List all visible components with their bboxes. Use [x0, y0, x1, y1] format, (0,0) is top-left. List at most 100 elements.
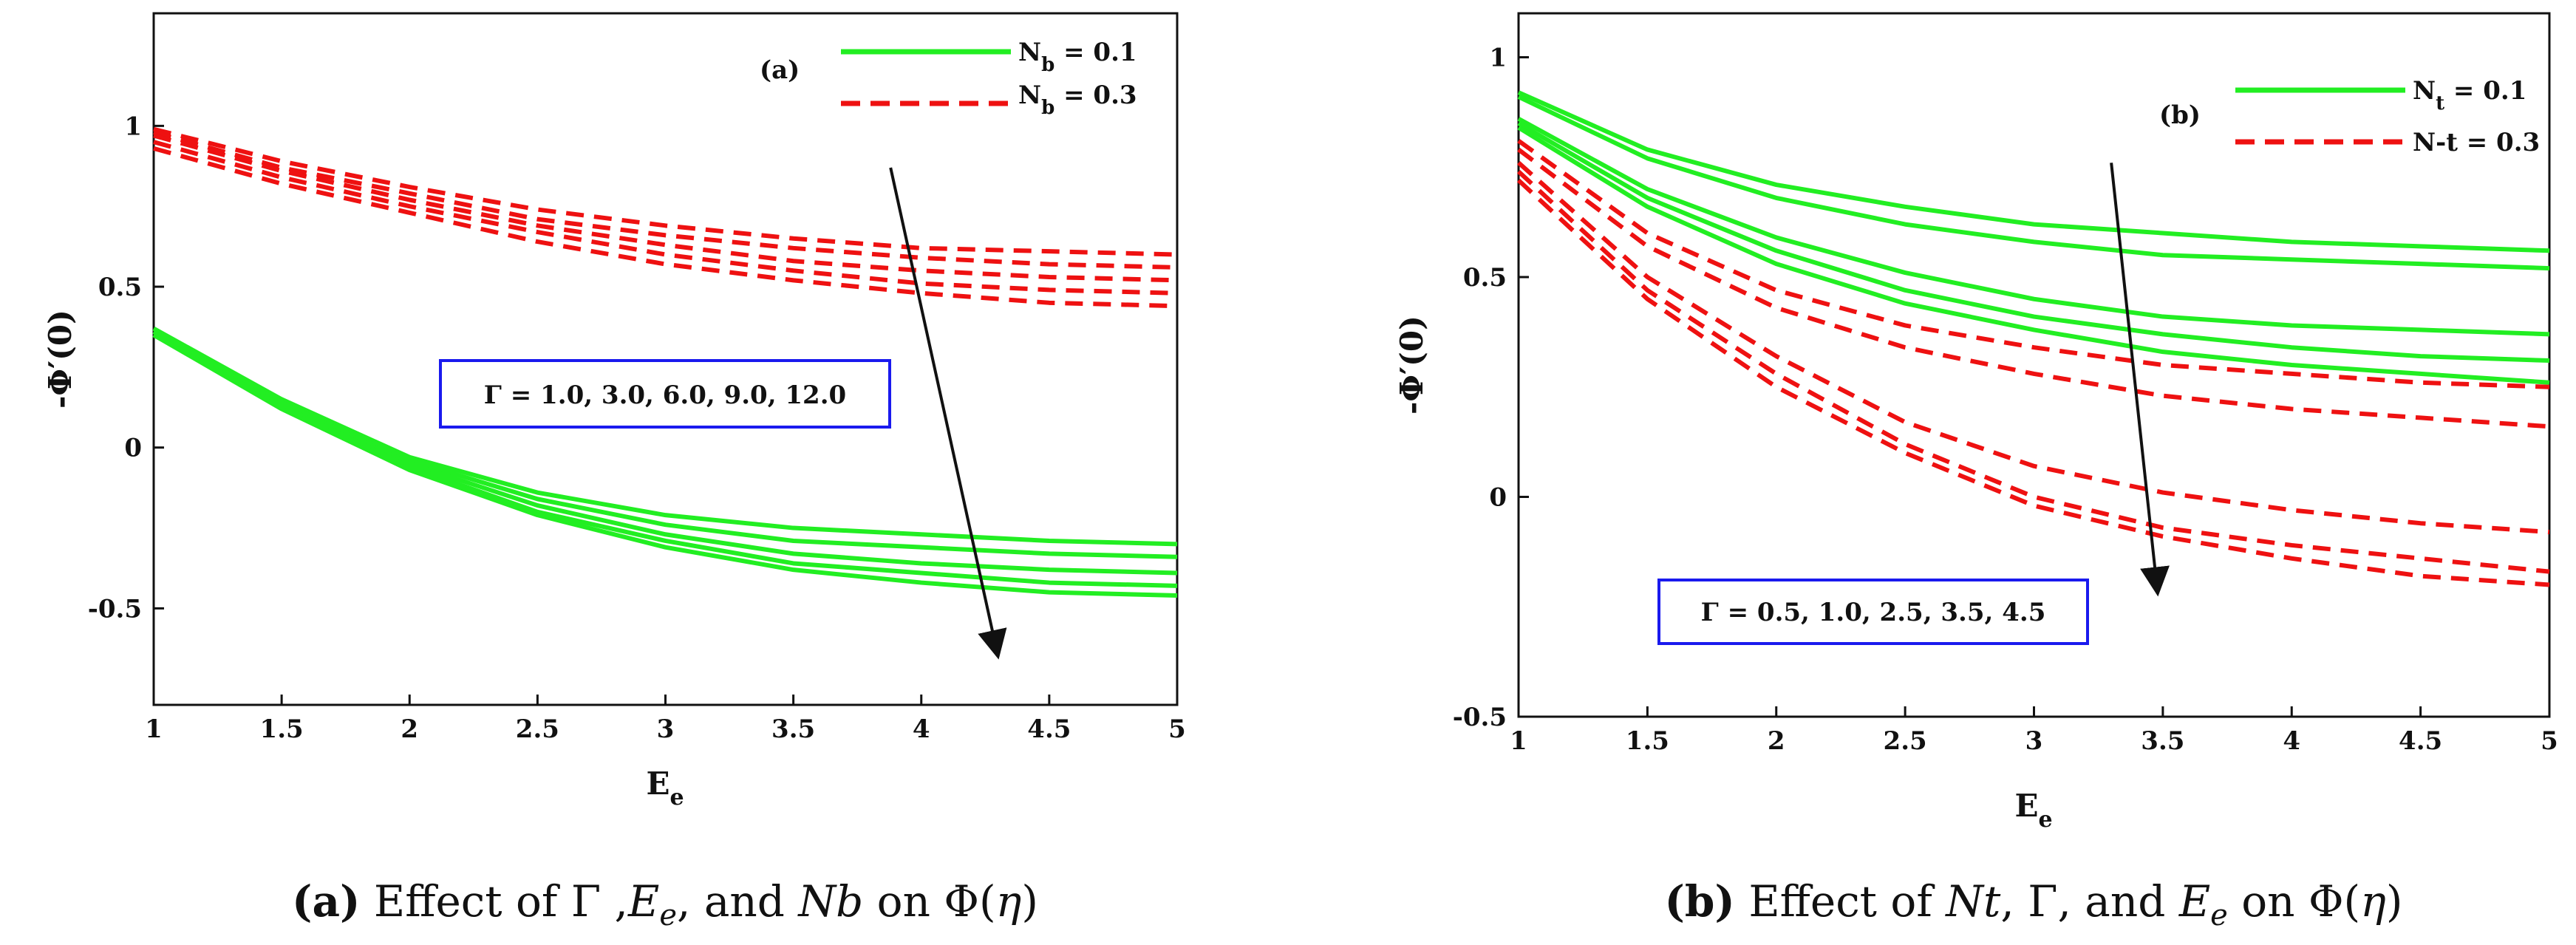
legend-main: N [1018, 81, 1041, 110]
caption-text: , [2000, 876, 2028, 927]
caption-text: , and [2057, 876, 2178, 927]
series-line-green [1517, 117, 2550, 337]
x-tick-label: 4 [2283, 726, 2300, 756]
series-line-green [152, 327, 1178, 547]
series-line-green [1517, 126, 2550, 385]
legend-rest: = 0.3 [1054, 81, 1137, 110]
chart-panel-a: 1 1.5 2 2.5 3 3.5 4 4.5 5 -0.5 0 0.5 1 (a) Nb = 0.1 … [42, 12, 1186, 811]
caption-symbol: ) [2386, 876, 2403, 927]
annotation-text: Γ = 0.5, 1.0, 2.5, 3.5, 4.5 [1701, 598, 2046, 627]
x-tick-label: 3.5 [2141, 726, 2184, 756]
legend-sub: t [2436, 92, 2444, 115]
series-group [152, 126, 1178, 598]
tick-group: 1 1.5 2 2.5 3 3.5 4 4.5 5 -0.5 0 0.5 1 [88, 112, 1186, 744]
x-tick-label: 3 [657, 714, 675, 744]
legend-label: Nb = 0.3 [1018, 81, 1137, 119]
series-line-red [153, 133, 1178, 283]
caption-text: , [601, 876, 628, 927]
legend: Nt = 0.1 N-t = 0.3 [2235, 76, 2540, 157]
panel-label: (a) [760, 55, 800, 85]
caption-text: on [2228, 876, 2308, 927]
x-tick-label: 1 [145, 714, 163, 744]
caption-symbol: Γ [2028, 876, 2057, 927]
y-tick-label: 1 [124, 112, 142, 141]
legend-sub: b [1041, 54, 1054, 76]
series-line-green [152, 332, 1178, 598]
caption-symbol: Γ [571, 876, 601, 927]
x-tick-label: 5 [1168, 714, 1186, 744]
caption-math-sub: e [2210, 898, 2228, 932]
series-line-red [1516, 169, 2550, 574]
legend-main: N [1018, 38, 1041, 67]
legend-label: Nt = 0.1 [2413, 76, 2526, 115]
legend: Nb = 0.1 Nb = 0.3 [841, 38, 1137, 119]
caption-a: (a) Effect of Γ ,Ee, and Nb on Φ(η) [292, 876, 1038, 932]
gamma-annotation: Γ = 0.5, 1.0, 2.5, 3.5, 4.5 [1657, 579, 2089, 645]
x-tick-label: 1.5 [260, 714, 304, 744]
legend-rest: = 0.1 [2444, 76, 2526, 106]
legend-label: Nb = 0.1 [1018, 38, 1137, 76]
x-axis-label-main: E [2014, 788, 2038, 824]
panel-label: (b) [2159, 100, 2201, 130]
y-tick-label: 0 [1489, 483, 1507, 513]
caption-math: η [996, 876, 1022, 927]
tick-group: 1 1.5 2 2.5 3 3.5 4 4.5 5 -0.5 0 0.5 1 [1453, 44, 2558, 757]
x-tick-label: 2 [401, 714, 418, 744]
y-tick-label: -0.5 [88, 594, 142, 624]
x-axis-label: Ee [646, 765, 684, 811]
y-tick-label: 0.5 [1463, 263, 1507, 293]
caption-math: Nb [797, 876, 863, 927]
caption-letter: (a) [292, 876, 360, 927]
x-tick-label: 1 [1510, 726, 1527, 756]
caption-text: on [863, 876, 944, 927]
x-axis-label-sub: e [2038, 807, 2052, 833]
series-line-red [153, 146, 1178, 309]
x-axis-label: Ee [2014, 788, 2052, 833]
y-axis-label: -Φ′(0) [42, 310, 78, 409]
caption-symbol: Φ( [944, 876, 995, 927]
series-line-red [153, 126, 1178, 257]
annotation-text: Γ = 1.0, 3.0, 6.0, 9.0, 12.0 [484, 381, 846, 410]
series-line-red [153, 140, 1178, 296]
x-tick-label: 1.5 [1626, 726, 1669, 756]
series-line-red [1516, 178, 2550, 587]
series-line-green [1517, 95, 2550, 271]
y-tick-label: 1 [1489, 44, 1507, 73]
x-axis-label-main: E [646, 765, 669, 802]
y-tick-label: 0 [124, 434, 142, 463]
legend-sub: b [1041, 97, 1054, 119]
series-line-green [1517, 121, 2550, 364]
x-tick-label: 4.5 [2399, 726, 2442, 756]
x-tick-label: 2.5 [516, 714, 559, 744]
caption-text: Effect of [1735, 876, 1946, 927]
caption-b: (b) Effect of Nt, Γ, and Ee on Φ(η) [1664, 876, 2402, 932]
caption-letter: (b) [1664, 876, 1734, 927]
caption-math: Nt [1944, 876, 2001, 927]
series-line-green [152, 330, 1178, 576]
series-line-green [1517, 90, 2550, 253]
caption-symbol: Φ( [2308, 876, 2360, 927]
annotation-box [439, 359, 891, 429]
trend-arrow [2110, 163, 2170, 597]
caption-math: E [2178, 876, 2210, 927]
x-axis-label-sub: e [669, 785, 684, 811]
x-tick-label: 5 [2541, 726, 2558, 756]
x-tick-label: 4.5 [1027, 714, 1071, 744]
y-tick-label: 0.5 [98, 273, 142, 302]
series-line-green [152, 332, 1178, 588]
y-tick-label: -0.5 [1453, 703, 1507, 732]
legend-label: N-t = 0.3 [2413, 128, 2540, 157]
caption-math: E [627, 876, 659, 927]
chart-panel-b: 1 1.5 2 2.5 3 3.5 4 4.5 5 -0.5 0 0.5 1 (b) Nt = 0.1 … [1394, 12, 2558, 833]
caption-symbol: ) [1021, 876, 1038, 927]
x-tick-label: 3 [2025, 726, 2043, 756]
series-line-red [1517, 161, 2550, 535]
y-axis-label: -Φ′(0) [1394, 315, 1430, 414]
gamma-annotation: Γ = 1.0, 3.0, 6.0, 9.0, 12.0 [439, 359, 891, 429]
series-line-red [1517, 139, 2550, 389]
caption-text: Effect of [360, 876, 570, 927]
series-line-red [1517, 148, 2550, 429]
trend-arrow [889, 167, 1007, 660]
caption-math-sub: e [659, 898, 677, 932]
